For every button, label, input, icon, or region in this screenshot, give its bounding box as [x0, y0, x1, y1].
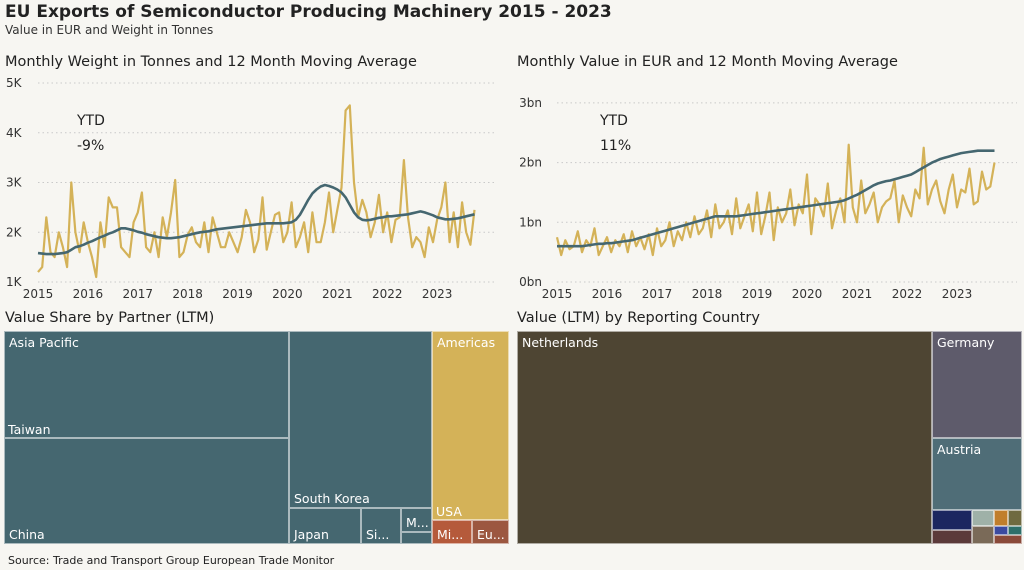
weight-monthly-series — [37, 104, 476, 279]
treemap-label-europe: Eu... — [477, 527, 505, 542]
treemap-label-south-korea: South Korea — [294, 491, 370, 506]
treemap-tile-usa[interactable]: USA — [432, 331, 509, 520]
partner-treemap: Asia Pacific Taiwan China South Korea Ja… — [4, 331, 509, 544]
treemap-tile-germany[interactable]: Germany — [932, 331, 1022, 438]
weight-y-tick-label: 1K — [6, 275, 23, 289]
value-ytd-label: YTD — [600, 113, 628, 129]
treemap-tile-austria[interactable]: Austria — [932, 438, 1022, 510]
treemap-tile-asia-pacific[interactable]: Asia Pacific — [4, 331, 289, 438]
value-x-tick-label: 2019 — [742, 287, 773, 301]
treemap-tile-south-korea[interactable]: South Korea — [289, 331, 432, 508]
treemap-tile-small-7[interactable] — [994, 526, 1008, 535]
treemap-tile-malaysia[interactable]: M... — [401, 508, 432, 532]
treemap-tile-small-9[interactable] — [994, 535, 1022, 544]
treemap-label-singapore: Si... — [366, 527, 390, 542]
value-ytd-value: 11% — [600, 138, 632, 154]
treemap-label-usa: USA — [436, 504, 462, 519]
weight-x-tick-label: 2017 — [123, 287, 154, 301]
country-treemap: Netherlands Germany Austria — [517, 331, 1022, 544]
value-y-tick-label: 0bn — [519, 275, 542, 289]
weight-y-tick-label: 5K — [6, 76, 23, 90]
treemap-tile-japan[interactable]: Japan — [289, 508, 361, 544]
treemap-tile-netherlands[interactable]: Netherlands — [517, 331, 932, 544]
treemap-tile-small-6[interactable] — [972, 526, 994, 544]
weight-moving-average-series — [37, 183, 475, 256]
treemap-tile-small-8[interactable] — [1008, 526, 1022, 535]
weight-x-tick-label: 2019 — [222, 287, 253, 301]
value-monthly-series — [555, 143, 996, 257]
treemap-label-americas: Americas — [437, 335, 496, 350]
treemap-tile-other-asia[interactable] — [401, 532, 432, 544]
weight-x-tick-label: 2022 — [372, 287, 403, 301]
treemap-tile-europe[interactable]: Eu... — [472, 520, 509, 544]
treemap-label-asia-pacific: Asia Pacific — [9, 335, 79, 350]
source-note: Source: Trade and Transport Group Europe… — [8, 554, 335, 567]
value-x-tick-label: 2016 — [592, 287, 623, 301]
weight-x-tick-label: 2021 — [322, 287, 353, 301]
weight-ytd-label: YTD — [77, 113, 105, 129]
value-x-tick-label: 2018 — [692, 287, 723, 301]
treemap-label-taiwan: Taiwan — [8, 422, 51, 437]
value-chart-title: Monthly Value in EUR and 12 Month Moving… — [517, 54, 898, 70]
value-y-tick-label: 3bn — [519, 96, 542, 110]
value-y-tick-label: 1bn — [519, 215, 542, 229]
value-moving-average-series — [557, 149, 995, 248]
treemap-tile-middle-east[interactable]: Mi... — [432, 520, 472, 544]
treemap-label-germany: Germany — [937, 335, 995, 350]
treemap-tile-small-2[interactable] — [972, 510, 994, 526]
weight-y-tick-label: 3K — [6, 176, 23, 190]
country-treemap-title: Value (LTM) by Reporting Country — [517, 310, 760, 326]
treemap-tile-small-1[interactable] — [932, 510, 972, 530]
weight-line-chart: 1K 2K 3K 4K 5K 2015 2016 2017 2018 2019 2020 2021 20… — [6, 76, 497, 301]
weight-x-tick-label: 2020 — [272, 287, 303, 301]
treemap-label-middle-east: Mi... — [437, 527, 464, 542]
treemap-tile-small-5[interactable] — [932, 530, 972, 544]
treemap-label-malaysia: M... — [406, 515, 429, 530]
value-x-tick-label: 2020 — [792, 287, 823, 301]
treemap-label-japan: Japan — [294, 527, 329, 542]
value-x-tick-label: 2022 — [892, 287, 923, 301]
value-x-tick-label: 2015 — [542, 287, 573, 301]
weight-x-tick-label: 2016 — [73, 287, 104, 301]
treemap-label-austria: Austria — [937, 442, 982, 457]
value-x-tick-label: 2017 — [642, 287, 673, 301]
weight-y-tick-label: 4K — [6, 126, 23, 140]
weight-y-tick-label: 2K — [6, 225, 23, 239]
treemap-tile-singapore[interactable]: Si... — [361, 508, 401, 544]
page-subtitle: Value in EUR and Weight in Tonnes — [5, 23, 214, 37]
treemap-tile-taiwan[interactable]: Taiwan — [4, 331, 289, 438]
value-x-tick-label: 2021 — [842, 287, 873, 301]
weight-x-tick-label: 2023 — [422, 287, 453, 301]
weight-x-tick-label: 2018 — [172, 287, 203, 301]
treemap-label-china: China — [9, 527, 45, 542]
value-x-tick-label: 2023 — [942, 287, 973, 301]
value-line-chart: 0bn 1bn 2bn 3bn 2015 2016 2017 2018 2019 2020 2021… — [519, 96, 1017, 301]
treemap-tile-small-4[interactable] — [1008, 510, 1022, 526]
treemap-tile-americas[interactable]: Americas — [432, 331, 509, 520]
page-title: EU Exports of Semiconductor Producing Ma… — [5, 2, 612, 22]
treemap-label-netherlands: Netherlands — [522, 335, 599, 350]
treemap-tile-china[interactable]: China — [4, 438, 289, 544]
partner-treemap-title: Value Share by Partner (LTM) — [5, 310, 215, 326]
treemap-tile-small-3[interactable] — [994, 510, 1008, 526]
weight-ytd-value: -9% — [77, 138, 105, 154]
value-y-tick-label: 2bn — [519, 156, 542, 170]
weight-chart-title: Monthly Weight in Tonnes and 12 Month Mo… — [5, 54, 417, 70]
weight-x-tick-label: 2015 — [23, 287, 54, 301]
